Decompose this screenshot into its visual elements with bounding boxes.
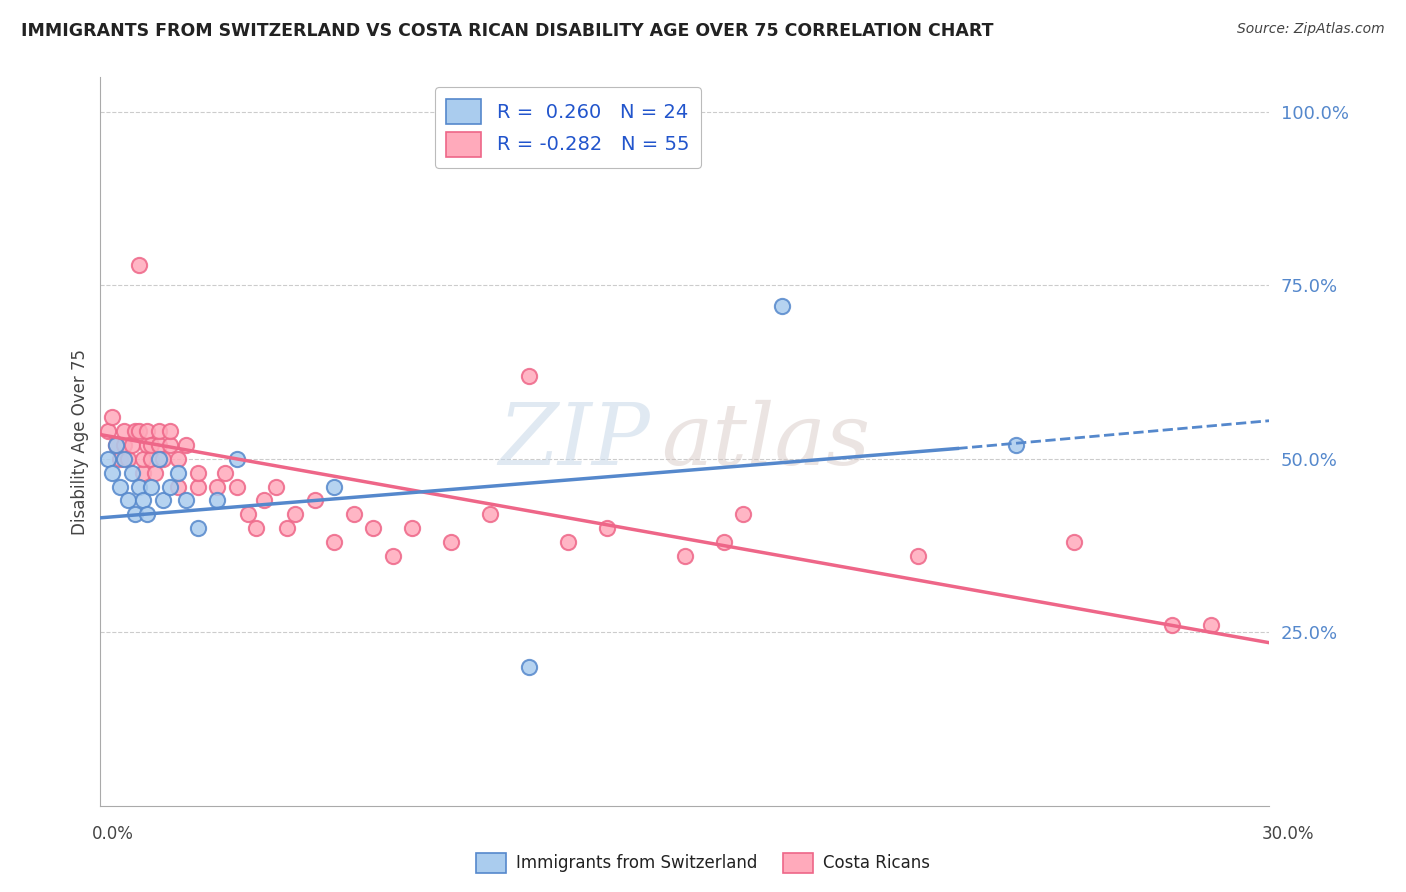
Point: [108, 451, 131, 466]
Point: [245, 521, 267, 535]
Point: [124, 508, 146, 522]
Point: [139, 480, 162, 494]
Point: [159, 424, 181, 438]
Point: [174, 438, 197, 452]
Point: [401, 521, 423, 535]
Point: [225, 451, 247, 466]
Y-axis label: Disability Age Over 75: Disability Age Over 75: [72, 349, 89, 534]
Legend: R =  0.260   N = 24, R = -0.282   N = 55: R = 0.260 N = 24, R = -0.282 N = 55: [434, 87, 702, 169]
Point: [152, 451, 174, 466]
Legend: Immigrants from Switzerland, Costa Ricans: Immigrants from Switzerland, Costa Rican…: [470, 847, 936, 880]
Point: [104, 438, 127, 452]
Point: [148, 438, 170, 452]
Point: [167, 451, 190, 466]
Point: [381, 549, 404, 563]
Point: [167, 466, 190, 480]
Point: [770, 299, 793, 313]
Point: [97, 451, 120, 466]
Point: [117, 451, 139, 466]
Point: [121, 466, 143, 480]
Point: [148, 424, 170, 438]
Point: [264, 480, 287, 494]
Text: atlas: atlas: [661, 401, 870, 483]
Point: [284, 508, 307, 522]
Point: [167, 480, 190, 494]
Point: [143, 466, 166, 480]
Point: [128, 424, 150, 438]
Point: [159, 438, 181, 452]
Text: Source: ZipAtlas.com: Source: ZipAtlas.com: [1237, 22, 1385, 37]
Point: [323, 535, 346, 549]
Point: [596, 521, 619, 535]
Point: [517, 368, 540, 383]
Point: [136, 424, 159, 438]
Point: [733, 508, 755, 522]
Point: [139, 451, 162, 466]
Point: [1199, 618, 1222, 632]
Point: [361, 521, 384, 535]
Point: [225, 480, 247, 494]
Point: [238, 508, 260, 522]
Point: [187, 466, 209, 480]
Point: [159, 480, 181, 494]
Point: [276, 521, 298, 535]
Point: [128, 258, 150, 272]
Text: 0.0%: 0.0%: [91, 825, 134, 843]
Point: [136, 438, 159, 452]
Point: [117, 493, 139, 508]
Text: ZIP: ZIP: [498, 401, 650, 483]
Point: [112, 424, 135, 438]
Point: [112, 438, 135, 452]
Point: [132, 493, 155, 508]
Point: [108, 480, 131, 494]
Point: [323, 480, 346, 494]
Point: [557, 535, 579, 549]
Point: [101, 466, 124, 480]
Point: [440, 535, 463, 549]
Point: [148, 451, 170, 466]
Point: [112, 451, 135, 466]
Point: [174, 493, 197, 508]
Point: [101, 410, 124, 425]
Point: [132, 466, 155, 480]
Point: [139, 438, 162, 452]
Point: [205, 480, 228, 494]
Text: 30.0%: 30.0%: [1263, 825, 1315, 843]
Point: [517, 660, 540, 674]
Point: [205, 493, 228, 508]
Point: [1004, 438, 1026, 452]
Point: [132, 451, 155, 466]
Text: IMMIGRANTS FROM SWITZERLAND VS COSTA RICAN DISABILITY AGE OVER 75 CORRELATION CH: IMMIGRANTS FROM SWITZERLAND VS COSTA RIC…: [21, 22, 994, 40]
Point: [187, 480, 209, 494]
Point: [1160, 618, 1182, 632]
Point: [907, 549, 929, 563]
Point: [214, 466, 236, 480]
Point: [673, 549, 696, 563]
Point: [97, 424, 120, 438]
Point: [136, 508, 159, 522]
Point: [253, 493, 276, 508]
Point: [342, 508, 364, 522]
Point: [104, 438, 127, 452]
Point: [121, 438, 143, 452]
Point: [124, 424, 146, 438]
Point: [187, 521, 209, 535]
Point: [1063, 535, 1085, 549]
Point: [304, 493, 326, 508]
Point: [713, 535, 735, 549]
Point: [128, 480, 150, 494]
Point: [478, 508, 501, 522]
Point: [152, 493, 174, 508]
